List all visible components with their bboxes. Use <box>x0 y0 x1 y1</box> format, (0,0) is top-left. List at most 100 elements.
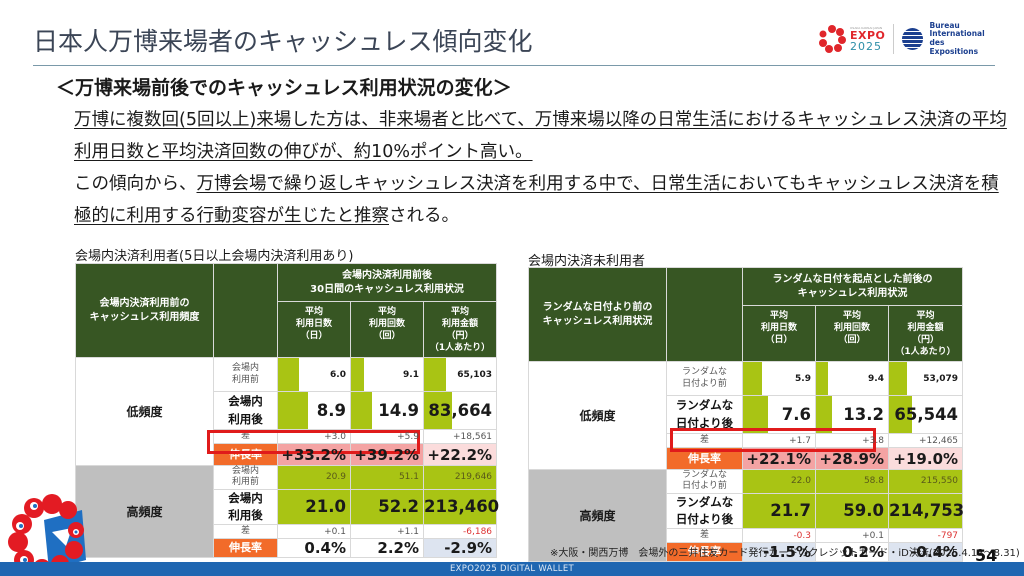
row-label-after-line: 会場内 <box>228 394 263 409</box>
cell-value: 219,646 <box>454 472 493 483</box>
header-frequency-line: 会場内決済利用前の <box>99 297 190 309</box>
cell-value: -2.9% <box>444 539 493 557</box>
bie-logo-text: Bureau International des Expositions <box>929 21 993 57</box>
row-label-before-line: 会場内 <box>231 466 259 476</box>
row-label-diff: 差 <box>666 433 743 448</box>
low-frequency-after-avg-count: 14.9 <box>350 391 424 430</box>
row-label-growth-rate: 伸長率 <box>666 542 743 562</box>
cell-value: 21.0 <box>305 497 346 517</box>
header-frequency-label: 会場内決済利用前の キャッシュレス利用頻度 <box>75 263 214 358</box>
cell-value: 20.9 <box>325 472 346 483</box>
data-bar <box>424 392 453 429</box>
left-table-caption: 会場内決済利用者(5日以上会場内決済利用あり) <box>75 249 354 264</box>
header-frequency-line: キャッシュレス利用頻度 <box>89 311 200 323</box>
cell-value: 5.9 <box>795 373 811 384</box>
low-frequency-group-label: 低頻度 <box>528 361 667 470</box>
low-frequency-before-avg-amount: 65,103 <box>422 357 498 392</box>
low-frequency-after-avg-days: 7.6 <box>742 395 816 434</box>
low-frequency-diff-avg-amount: +12,465 <box>887 433 964 448</box>
low-frequency-diff-avg-days: +3.0 <box>277 429 351 444</box>
row-label-before-line: 利用前 <box>231 374 259 385</box>
expo-logo-icon <box>818 25 846 53</box>
low-frequency-after-avg-days: 8.9 <box>277 391 351 430</box>
footer-text: EXPO2025 DIGITAL WALLET <box>450 564 574 574</box>
page-number: 54 <box>975 546 998 565</box>
section-subtitle: ＜万博来場前後でのキャッシュレス利用状況の変化＞ <box>56 77 512 99</box>
cell-value: -6,186 <box>463 526 493 537</box>
data-bar <box>743 362 763 395</box>
cell-value: 6.0 <box>330 369 346 380</box>
high-frequency-before-avg-days: 20.9 <box>277 465 351 490</box>
high-frequency-after-row: ランダムな 日付より後 21.7 59.0 214,753 <box>529 492 965 529</box>
header-blank <box>666 267 743 362</box>
row-label-before: 会場内 利用前 <box>213 465 278 490</box>
column-header-line: 利用金額 <box>907 323 944 334</box>
high-frequency-diff-avg-count: +0.1 <box>815 528 889 543</box>
row-label-growth-rate: 伸長率 <box>213 443 278 466</box>
row-label-after-line: ランダムな <box>675 398 734 413</box>
high-frequency-diff-avg-days: -0.3 <box>742 528 816 543</box>
cell-value: 58.8 <box>863 476 884 487</box>
row-label-after: ランダムな 日付より後 <box>666 492 743 529</box>
column-header-avg-count: 平均 利用回数 （回） <box>815 305 889 362</box>
row-label-after: ランダムな 日付より後 <box>666 395 743 434</box>
column-header-line: （円） <box>446 331 474 342</box>
high-frequency-after-avg-count: 52.2 <box>350 488 424 525</box>
column-header-line: 平均 <box>916 311 935 321</box>
body-p2-underlined: 万博会場で繰り返しキャッシュレス決済を利用する中で、日常生活においてもキャッシュ… <box>74 174 999 226</box>
row-label-after-line: 日付より後 <box>675 511 734 526</box>
cell-value: 83,664 <box>428 401 493 420</box>
column-header-line: 利用金額 <box>442 319 479 330</box>
cell-value: 214,753 <box>889 501 965 521</box>
cell-value: 9.1 <box>403 369 419 380</box>
column-header-line: （1人あたり） <box>429 343 491 354</box>
table-subheader-row: 平均 利用日数 （日） 平均 利用回数 （回） 平均 利用金額 （円） （1人あたり） <box>76 301 498 358</box>
high-frequency-after-avg-amount: 213,460 <box>422 488 500 525</box>
column-header-line: 平均 <box>842 311 861 321</box>
column-header-line: 利用日数 <box>760 323 797 334</box>
header-period-line: 会場内決済利用前後 <box>342 269 433 281</box>
column-header-line: （日） <box>300 331 328 342</box>
row-label-growth-rate: 伸長率 <box>213 538 278 558</box>
row-label-diff: 差 <box>213 524 278 539</box>
cell-value: +28.9% <box>819 449 884 468</box>
body-p2-suffix: される。 <box>389 206 459 226</box>
low-frequency-before-avg-count: 9.1 <box>350 357 424 392</box>
high-frequency-group-label: 高頻度 <box>528 469 667 562</box>
cell-value: 9.4 <box>868 373 884 384</box>
row-label-before-line: 日付より前 <box>682 378 727 389</box>
cell-value: 51.1 <box>398 472 419 483</box>
low-frequency-diff-avg-count: +3.8 <box>815 433 889 448</box>
cell-value: 215,550 <box>920 476 959 487</box>
cell-value: -0.4% <box>910 543 959 561</box>
cell-value: +3.0 <box>324 431 346 442</box>
cell-value: +1.1 <box>397 526 419 537</box>
expo-logo-line2: 2025 <box>850 39 882 53</box>
low-frequency-growth-rate-avg-days: +33.2% <box>277 443 351 466</box>
cell-value: +22.2% <box>427 445 493 464</box>
cell-value: +0.1 <box>324 526 346 537</box>
venue-payment-users-table: 会場内決済利用前の キャッシュレス利用頻度 会場内決済利用前後 30日間のキャッシュレ… <box>75 263 500 558</box>
low-frequency-before-avg-days: 5.9 <box>742 361 816 396</box>
cell-value: 213,460 <box>424 497 500 517</box>
expo-logo-small: OSAKA KANSAI JAPAN <box>850 25 883 30</box>
low-frequency-diff-row: 差 +1.7 +3.8 +12,465 <box>529 433 964 448</box>
footnote: ※大阪・関西万博 会場外の三井住友カード発行カードのクレジットカード・iD決済(… <box>550 548 1020 559</box>
row-label-after-line: 会場内 <box>228 490 263 505</box>
cell-value: +22.1% <box>746 449 811 468</box>
high-frequency-after-row: 会場内 利用後 21.0 52.2 213,460 <box>76 488 500 525</box>
row-label-diff: 差 <box>666 528 743 543</box>
column-header-line: （1人あたり） <box>895 347 956 358</box>
header-frequency-line: ランダムな日付より前の <box>542 301 653 313</box>
low-frequency-growth-rate-avg-days: +22.1% <box>742 447 816 470</box>
low-frequency-after-avg-amount: 83,664 <box>422 391 498 430</box>
cell-value: 65,544 <box>894 405 959 424</box>
high-frequency-growth-rate-avg-amount: -0.4% <box>887 542 964 562</box>
row-label-before: ランダムな 日付より前 <box>666 469 743 494</box>
high-frequency-growth-rate-row: 伸長率 0.4% 2.2% -2.9% <box>76 538 498 558</box>
cell-value: +18,561 <box>452 431 493 442</box>
column-header-avg-count: 平均 利用回数 （回） <box>350 301 424 358</box>
cell-value: 0.2% <box>842 543 884 561</box>
column-header-avg-days: 平均 利用日数 （日） <box>742 305 816 362</box>
low-frequency-growth-rate-row: 伸長率 +22.1% +28.9% +19.0% <box>529 447 964 470</box>
